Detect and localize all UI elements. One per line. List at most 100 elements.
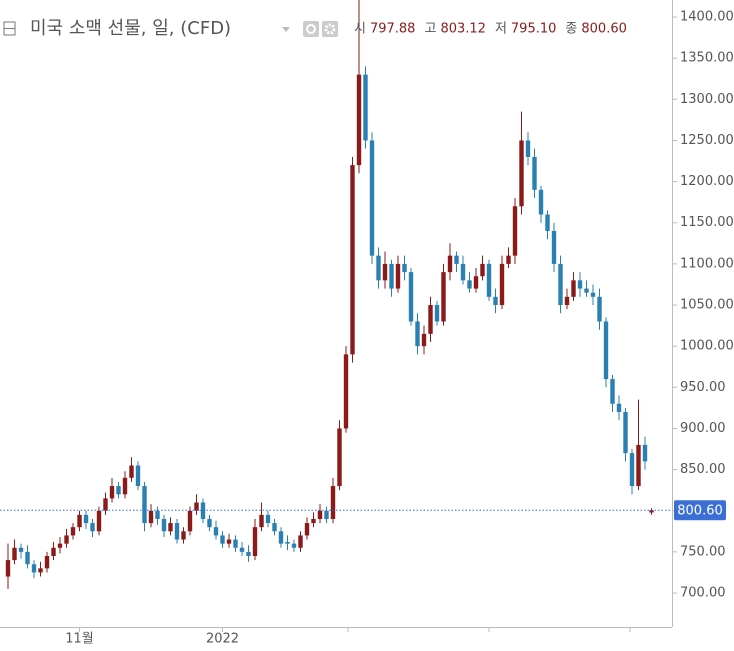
candle-body bbox=[421, 333, 427, 347]
visibility-button[interactable] bbox=[303, 21, 319, 37]
ohlc-value: 803.12 bbox=[440, 22, 486, 37]
candle-body bbox=[337, 428, 342, 487]
candle-body bbox=[317, 510, 323, 519]
ohlc-value: 797.88 bbox=[370, 22, 416, 37]
candle-body bbox=[382, 263, 388, 281]
candle-body bbox=[408, 272, 414, 322]
candle-body bbox=[187, 510, 193, 532]
candle-body bbox=[18, 547, 24, 552]
ohlc-value: 795.10 bbox=[511, 22, 557, 37]
candle-body bbox=[603, 321, 609, 380]
candle-body bbox=[577, 280, 583, 289]
candle-body bbox=[590, 292, 596, 297]
candle-body bbox=[109, 486, 115, 499]
candle-body bbox=[77, 514, 82, 528]
candle-body bbox=[623, 411, 628, 454]
candle-body bbox=[168, 523, 173, 532]
candle-body bbox=[57, 543, 63, 548]
candle-body bbox=[343, 354, 349, 429]
last-price-label: 800.60 bbox=[677, 504, 723, 519]
y-tick-label: 850.00 bbox=[680, 462, 726, 477]
candle-body bbox=[5, 560, 11, 577]
y-tick-label: 1400.00 bbox=[680, 10, 734, 25]
candle-body bbox=[454, 255, 459, 264]
y-tick-label: 1000.00 bbox=[680, 339, 734, 354]
candle-body bbox=[116, 486, 121, 495]
y-tick-label: 1100.00 bbox=[680, 256, 734, 271]
plot-area bbox=[0, 0, 672, 589]
chart-title: 미국 소맥 선물, 일, (CFD) bbox=[30, 18, 231, 39]
candle-body bbox=[233, 539, 238, 548]
candle-body bbox=[584, 288, 589, 293]
candle-body bbox=[564, 296, 570, 306]
candle-body bbox=[499, 263, 505, 306]
candle-body bbox=[252, 527, 258, 556]
candle-body bbox=[181, 531, 186, 540]
candle-body bbox=[51, 547, 56, 556]
candle-body bbox=[213, 527, 219, 536]
candle-body bbox=[642, 444, 648, 462]
candle-body bbox=[480, 263, 485, 277]
candle-body bbox=[545, 214, 550, 231]
candle-body bbox=[467, 280, 472, 289]
last-price-box bbox=[674, 500, 726, 521]
y-tick-label: 1250.00 bbox=[680, 133, 734, 148]
candle-body bbox=[597, 296, 602, 322]
settings-button[interactable] bbox=[322, 21, 338, 37]
candle-body bbox=[395, 263, 401, 289]
candle-body bbox=[558, 263, 563, 306]
ohlc-header: 시 797.88 고 803.12 저 795.10 종 800.60 bbox=[354, 22, 627, 37]
candle-body bbox=[226, 539, 232, 544]
candle-body bbox=[142, 486, 147, 524]
candle-body bbox=[12, 547, 17, 561]
candle-body bbox=[272, 523, 277, 532]
candle-body bbox=[291, 543, 297, 548]
candle-body bbox=[135, 465, 141, 487]
y-tick-label: 1200.00 bbox=[680, 174, 734, 189]
ohlc-value: 800.60 bbox=[581, 22, 627, 37]
candle-body bbox=[324, 510, 329, 519]
candle-body bbox=[610, 379, 615, 404]
candle-body bbox=[83, 514, 89, 524]
candle-body bbox=[278, 531, 284, 544]
candle-body bbox=[38, 568, 43, 573]
candle-body bbox=[356, 74, 362, 166]
candle-body bbox=[512, 206, 518, 256]
candle-body bbox=[350, 165, 355, 355]
candle-body bbox=[525, 140, 531, 157]
candle-body bbox=[415, 321, 420, 347]
y-tick-label: 750.00 bbox=[680, 544, 726, 559]
candle-body bbox=[330, 486, 336, 519]
candle-body bbox=[239, 547, 245, 552]
y-tick-label: 700.00 bbox=[680, 586, 726, 601]
candle-body bbox=[402, 263, 407, 273]
candle-body bbox=[649, 510, 654, 513]
dropdown-arrow[interactable] bbox=[282, 27, 290, 32]
candle-body bbox=[103, 498, 108, 511]
candle-body bbox=[428, 305, 433, 334]
candle-body bbox=[616, 403, 622, 412]
candle-body bbox=[441, 272, 446, 322]
candle-body bbox=[25, 551, 30, 565]
candle-body bbox=[629, 453, 635, 487]
y-tick-label: 1150.00 bbox=[680, 215, 734, 230]
y-tick-label: 1300.00 bbox=[680, 92, 734, 107]
candle-body bbox=[473, 276, 479, 289]
candle-body bbox=[122, 477, 128, 495]
candle-body bbox=[259, 514, 264, 528]
candle-body bbox=[389, 263, 394, 289]
candle-body bbox=[298, 535, 303, 548]
y-tick-label: 950.00 bbox=[680, 380, 726, 395]
candle-body bbox=[519, 140, 524, 207]
y-tick-label: 1050.00 bbox=[680, 298, 734, 313]
candle-body bbox=[434, 305, 440, 322]
candle-body bbox=[207, 518, 212, 528]
ohlc-key: 고 bbox=[424, 22, 436, 37]
candle-body bbox=[174, 523, 180, 540]
candle-body bbox=[532, 156, 537, 190]
visibility-icon bbox=[306, 24, 316, 34]
candle-body bbox=[285, 542, 290, 544]
ohlc-key: 종 bbox=[565, 22, 577, 37]
candle-body bbox=[636, 444, 641, 487]
